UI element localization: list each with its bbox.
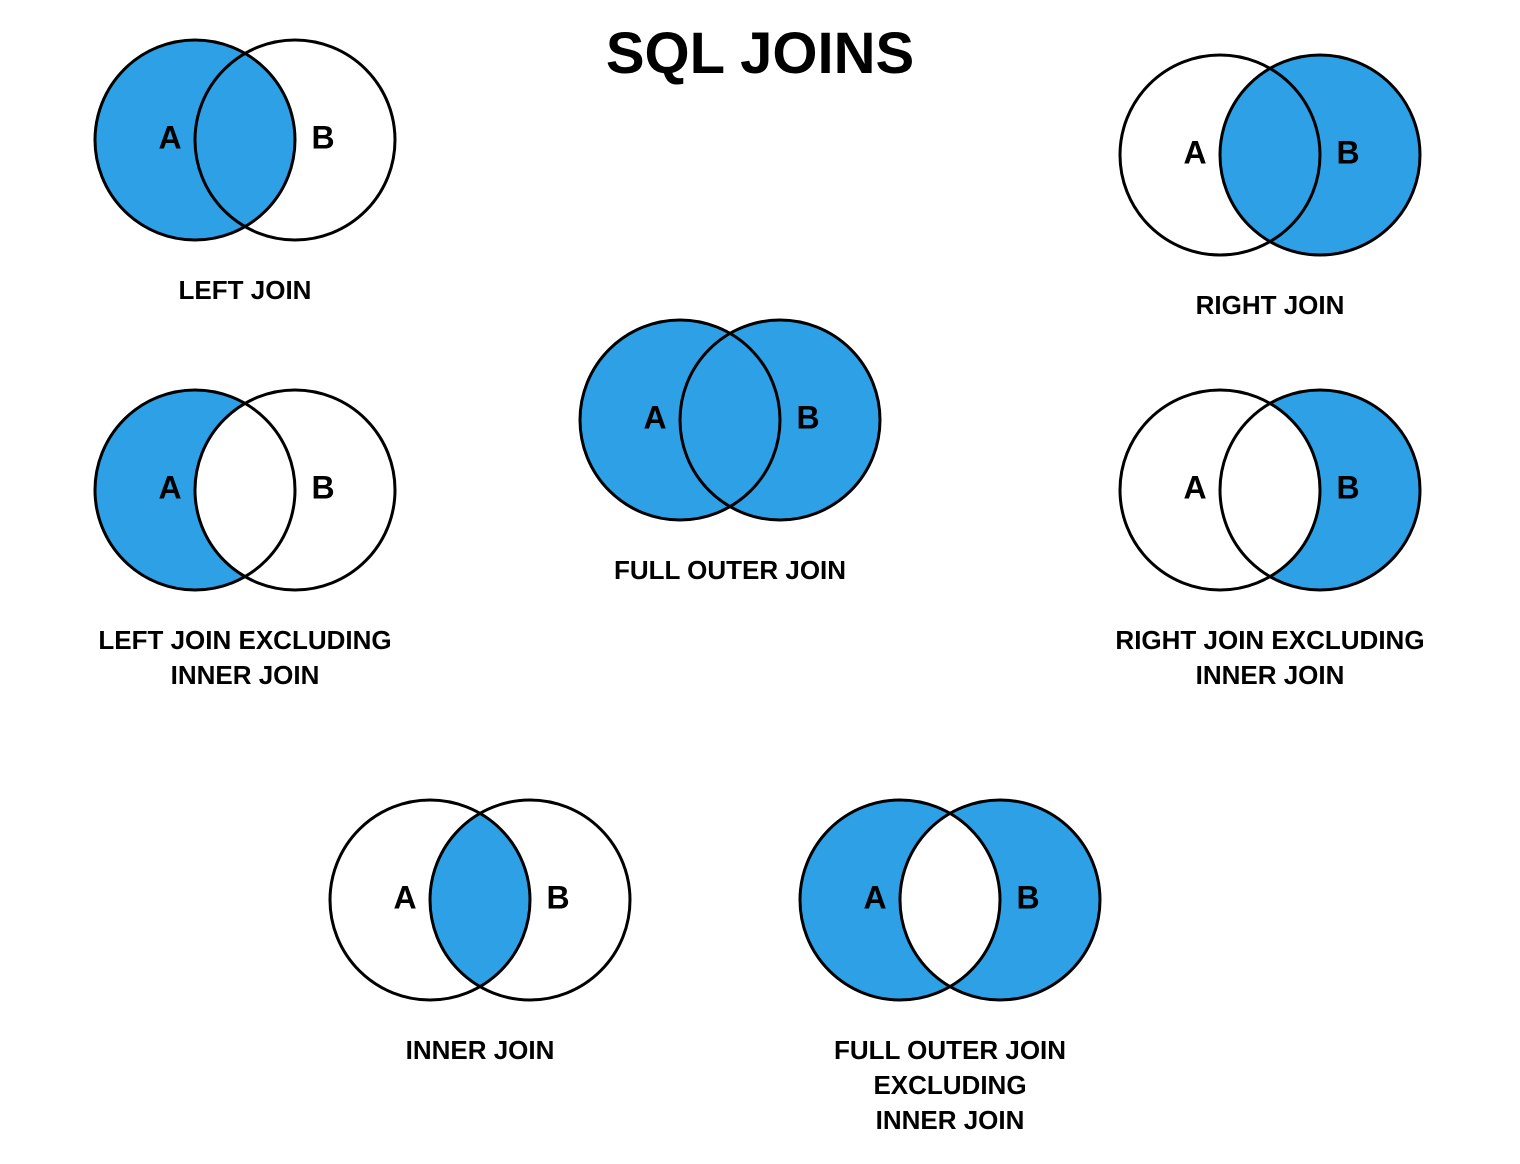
diagram-inner-join: AB INNER JOIN — [310, 790, 650, 1068]
caption-left-join: LEFT JOIN — [75, 273, 415, 308]
venn-right-join: AB — [1100, 45, 1440, 270]
venn-right-join-excl: AB — [1100, 380, 1440, 605]
venn-label-a: A — [1183, 469, 1206, 505]
venn-full-outer-join: AB — [560, 310, 900, 535]
caption-inner-join: INNER JOIN — [310, 1033, 650, 1068]
venn-label-a: A — [158, 119, 181, 155]
venn-label-b: B — [546, 879, 569, 915]
diagram-full-outer-join: AB FULL OUTER JOIN — [560, 310, 900, 588]
venn-label-a: A — [1183, 134, 1206, 170]
venn-inner-join: AB — [310, 790, 650, 1015]
venn-left-join: AB — [75, 30, 415, 255]
venn-label-a: A — [158, 469, 181, 505]
venn-icon: AB — [1100, 380, 1440, 600]
venn-full-outer-excl: AB — [780, 790, 1120, 1015]
venn-label-a: A — [863, 879, 886, 915]
diagram-right-join-excl: AB RIGHT JOIN EXCLUDING INNER JOIN — [1100, 380, 1440, 693]
venn-label-b: B — [1016, 879, 1039, 915]
caption-full-outer-excl: FULL OUTER JOIN EXCLUDING INNER JOIN — [780, 1033, 1120, 1138]
caption-right-join-excl: RIGHT JOIN EXCLUDING INNER JOIN — [1100, 623, 1440, 693]
diagram-right-join: AB RIGHT JOIN — [1100, 45, 1440, 323]
venn-label-b: B — [1336, 469, 1359, 505]
caption-full-outer-join: FULL OUTER JOIN — [560, 553, 900, 588]
caption-right-join: RIGHT JOIN — [1100, 288, 1440, 323]
venn-label-b: B — [311, 119, 334, 155]
venn-label-b: B — [1336, 134, 1359, 170]
venn-icon: AB — [310, 790, 650, 1010]
venn-label-b: B — [311, 469, 334, 505]
diagram-full-outer-excl: AB FULL OUTER JOIN EXCLUDING INNER JOIN — [780, 790, 1120, 1138]
venn-icon: AB — [780, 790, 1120, 1010]
venn-label-b: B — [796, 399, 819, 435]
venn-icon: AB — [1100, 45, 1440, 265]
venn-icon: AB — [560, 310, 900, 530]
caption-left-join-excl: LEFT JOIN EXCLUDING INNER JOIN — [75, 623, 415, 693]
diagram-left-join-excl: AB LEFT JOIN EXCLUDING INNER JOIN — [75, 380, 415, 693]
venn-icon: AB — [75, 30, 415, 250]
venn-left-join-excl: AB — [75, 380, 415, 605]
venn-label-a: A — [393, 879, 416, 915]
venn-label-a: A — [643, 399, 666, 435]
venn-icon: AB — [75, 380, 415, 600]
diagram-left-join: AB LEFT JOIN — [75, 30, 415, 308]
